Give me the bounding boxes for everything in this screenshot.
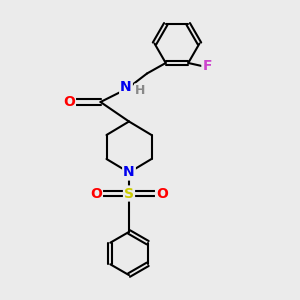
Text: N: N (120, 80, 132, 94)
Text: S: S (124, 187, 134, 200)
Text: F: F (202, 59, 212, 73)
Text: H: H (135, 84, 145, 98)
Text: N: N (123, 166, 135, 179)
Text: O: O (63, 95, 75, 109)
Text: O: O (90, 187, 102, 200)
Text: O: O (156, 187, 168, 200)
